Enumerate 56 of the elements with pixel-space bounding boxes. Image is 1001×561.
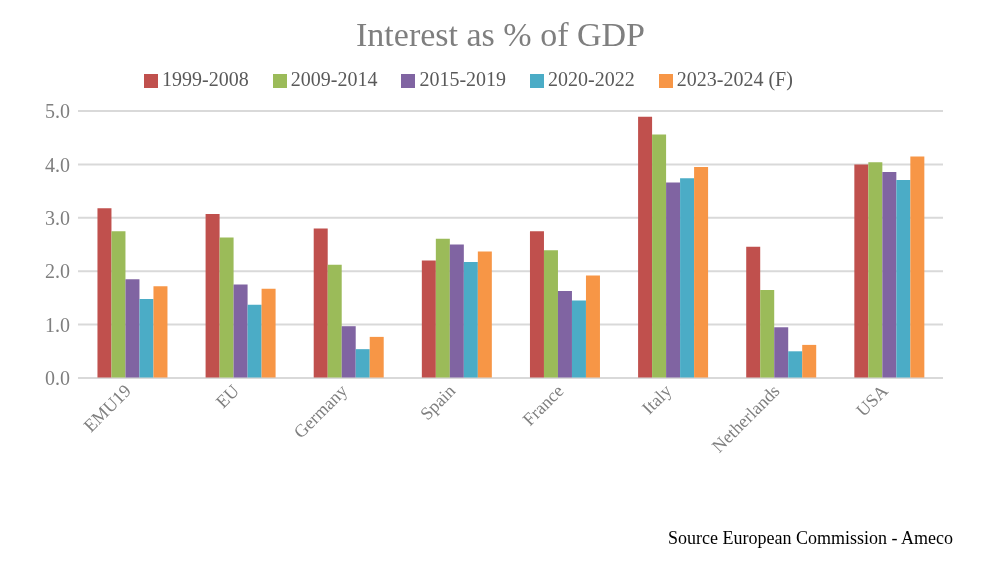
bar	[638, 116, 653, 378]
x-tick-label: EU	[211, 380, 244, 412]
bar	[125, 279, 140, 378]
bar	[261, 288, 276, 378]
bar	[746, 246, 761, 378]
bar	[896, 179, 911, 378]
bar	[477, 251, 492, 378]
bar	[139, 298, 154, 378]
bar	[449, 244, 464, 378]
legend-label: 2009-2014	[290, 68, 378, 90]
bar	[760, 289, 775, 378]
bar	[97, 208, 112, 378]
bar	[153, 286, 168, 378]
bar	[219, 237, 234, 378]
bar	[557, 290, 572, 378]
legend-label: 2023-2024 (F)	[676, 68, 793, 90]
bar	[313, 228, 328, 378]
bar	[868, 162, 883, 378]
bar	[247, 304, 262, 378]
x-tick-label: USA	[852, 380, 892, 421]
y-tick-label: 2.0	[45, 260, 70, 283]
bar	[774, 327, 789, 378]
y-tick-label: 0.0	[45, 367, 70, 390]
bar	[341, 326, 356, 378]
bar	[435, 238, 450, 378]
legend-label: 2020-2022	[548, 68, 635, 90]
bar	[233, 284, 248, 378]
legend-label: 2015-2019	[419, 68, 507, 90]
bar	[543, 250, 558, 378]
bar	[652, 134, 667, 378]
y-tick-label: 5.0	[45, 100, 70, 123]
legend-label: 1999-2008	[162, 68, 249, 90]
bar	[111, 231, 126, 378]
bar	[694, 167, 709, 378]
bar	[205, 214, 220, 378]
bar	[327, 264, 342, 378]
bar	[369, 336, 384, 378]
bar	[666, 182, 681, 378]
y-tick-label: 1.0	[45, 313, 70, 336]
bar	[788, 351, 803, 378]
bar	[854, 164, 869, 378]
bar	[571, 300, 586, 378]
bar	[463, 262, 478, 378]
chart-title: Interest as % of GDP	[355, 16, 646, 54]
y-tick-label: 4.0	[45, 153, 70, 176]
bar	[355, 349, 370, 378]
bar	[529, 231, 544, 378]
bar	[802, 344, 817, 378]
bar	[421, 260, 436, 378]
bar	[585, 275, 600, 378]
bar	[910, 156, 925, 378]
bar	[680, 178, 695, 378]
y-tick-label: 3.0	[45, 206, 70, 229]
source-note: Source European Commission - Ameco	[668, 528, 953, 549]
bar	[882, 171, 897, 378]
x-tick-label: Italy	[638, 380, 676, 419]
